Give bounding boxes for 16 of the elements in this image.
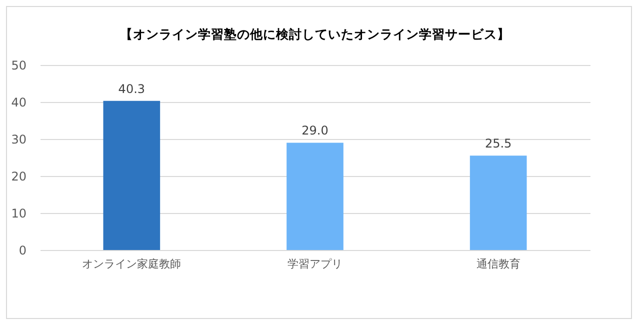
x-tick-label: 学習アプリ — [288, 258, 342, 270]
x-tick-label: オンライン家庭教師 — [82, 258, 182, 270]
y-tick-label: 30 — [11, 132, 26, 146]
y-tick-label: 10 — [11, 206, 26, 220]
bar — [103, 100, 160, 250]
y-tick-label: 20 — [11, 170, 26, 184]
bar — [286, 142, 344, 250]
y-tick-label: 0 — [18, 244, 26, 258]
y-tick-label: 50 — [11, 58, 26, 72]
x-tick-label: 通信教育 — [476, 258, 520, 270]
data-label: 40.3 — [118, 82, 146, 96]
chart-title: 【オンライン学習塾の他に検討していたオンライン学習サービス】 — [120, 26, 510, 42]
bar — [470, 156, 527, 250]
data-label: 29.0 — [302, 124, 328, 138]
y-tick-label: 40 — [11, 96, 26, 110]
data-label: 25.5 — [484, 136, 512, 151]
